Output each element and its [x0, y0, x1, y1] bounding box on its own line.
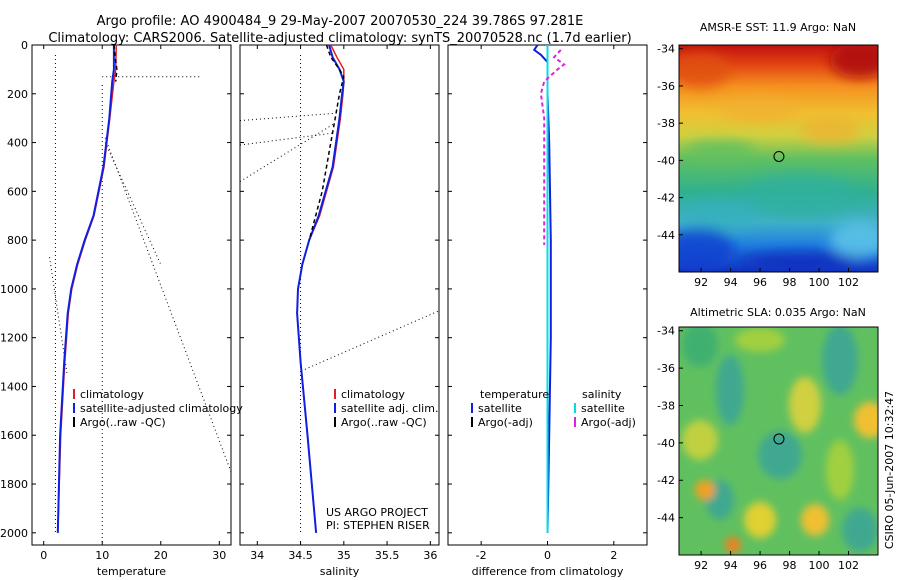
y-tick-label: 400 — [7, 137, 28, 150]
y-tick-label: 1000 — [0, 283, 28, 296]
map-x-tick-label: 96 — [753, 276, 767, 289]
sla-argo-marker — [773, 433, 785, 445]
map-x-tick-label: 94 — [724, 276, 738, 289]
map-y-tick-label: -40 — [657, 154, 675, 167]
map-x-tick-label: 102 — [838, 276, 859, 289]
legend-entry: climatology — [341, 388, 405, 401]
x-tick-label: 0 — [544, 549, 551, 562]
legend-group-label: salinity — [582, 388, 622, 401]
legend-entry: climatology — [80, 388, 144, 401]
map-x-tick-label: 92 — [694, 276, 708, 289]
y-tick-label: 1200 — [0, 332, 28, 345]
legend-entry: Argo(..raw -QC) — [341, 416, 427, 429]
sst-map: AMSR-E SST: 11.9 Argo: NaN 92 94 96 98 100 10… — [657, 21, 879, 289]
ref-line — [104, 142, 162, 265]
x-axis-label: temperature — [97, 565, 166, 578]
sla-map-frame — [678, 326, 879, 556]
y-tick-label: 600 — [7, 185, 28, 198]
legend-entry: Argo(-adj) — [478, 416, 533, 429]
sla-map-title: Altimetric SLA: 0.035 Argo: NaN — [690, 306, 866, 319]
series-line-argo-raw-qc- — [113, 44, 118, 82]
legend-group-label: temperature — [480, 388, 549, 401]
series-line-climatology — [57, 44, 118, 533]
map-y-tick-label: -44 — [657, 229, 675, 242]
sst-map-title: AMSR-E SST: 11.9 Argo: NaN — [700, 21, 856, 34]
x-tick-label: 34 — [250, 549, 264, 562]
ref-line — [304, 310, 440, 370]
map-y-tick-label: -38 — [657, 399, 675, 412]
difference-panel: -2 0 2 difference from climatology temperatu… — [447, 44, 648, 578]
legend-entry: satellite — [478, 402, 522, 415]
x-tick-label: 35 — [337, 549, 351, 562]
map-x-tick-label: 94 — [724, 559, 738, 572]
y-tick-label: 800 — [7, 234, 28, 247]
figure-title-line2: Climatology: CARS2006. Satellite-adjuste… — [48, 31, 631, 46]
y-tick-label: 0 — [21, 39, 28, 52]
ref-line — [239, 112, 336, 122]
x-tick-label: 0 — [40, 549, 47, 562]
sla-map-texture — [682, 327, 878, 553]
salinity-panel: 34 34.5 35 35.5 36 salinity climatologysatelli… — [239, 44, 440, 578]
x-tick-label: 10 — [95, 549, 109, 562]
series-line-climatology — [296, 44, 345, 533]
x-tick-label: 2 — [610, 549, 617, 562]
y-tick-label: 2000 — [0, 527, 28, 540]
map-x-tick-label: 102 — [838, 559, 859, 572]
series-line-argo-raw-qc- — [308, 44, 345, 241]
x-tick-label: 20 — [154, 549, 168, 562]
map-y-tick-label: -34 — [657, 325, 675, 338]
legend-entry: Argo(..raw -QC) — [80, 416, 166, 429]
map-x-tick-label: 100 — [809, 559, 830, 572]
series-line-satellite-adj-clim- — [296, 44, 345, 533]
x-tick-label: 35.5 — [375, 549, 400, 562]
series-line-salinity-argo-adj- — [539, 49, 566, 245]
map-y-tick-label: -42 — [657, 192, 675, 205]
ref-line — [239, 132, 336, 146]
x-tick-label: 34.5 — [288, 549, 313, 562]
map-y-tick-label: -36 — [657, 80, 675, 93]
y-tick-label: 200 — [7, 88, 28, 101]
sst-argo-marker — [773, 150, 785, 162]
x-tick-label: -2 — [476, 549, 487, 562]
x-tick-label: 30 — [212, 549, 226, 562]
x-tick-label: 36 — [423, 549, 437, 562]
legend-entry: satellite-adjusted climatology — [80, 402, 243, 415]
sla-map: Altimetric SLA: 0.035 Argo: NaN 92 94 96 98… — [657, 306, 879, 572]
map-x-tick-label: 92 — [694, 559, 708, 572]
legend-entry: satellite — [581, 402, 625, 415]
map-x-tick-label: 100 — [809, 276, 830, 289]
legend-entry: satellite adj. clim. — [341, 402, 438, 415]
x-axis-label: difference from climatology — [472, 565, 624, 578]
map-y-tick-label: -42 — [657, 474, 675, 487]
sst-map-texture — [679, 45, 878, 272]
pi-label: PI: STEPHEN RISER — [326, 519, 430, 532]
map-x-tick-label: 98 — [783, 559, 797, 572]
x-axis-label: salinity — [320, 565, 360, 578]
map-x-tick-label: 98 — [783, 276, 797, 289]
figure-title-line1: Argo profile: AO 4900484_9 29-May-2007 2… — [97, 14, 584, 29]
y-tick-label: 1400 — [0, 380, 28, 393]
credit-label: CSIRO 05-Jun-2007 10:32:47 — [883, 391, 896, 549]
y-tick-label: 1600 — [0, 429, 28, 442]
y-tick-label: 1800 — [0, 478, 28, 491]
map-y-tick-label: -36 — [657, 362, 675, 375]
plot-frame — [31, 44, 232, 546]
legend-entry: Argo(-adj) — [581, 416, 636, 429]
temperature-panel: 0 10 20 30 0 200 400 600 800 1000 1200 1400 1600 1800… — [0, 39, 243, 578]
map-x-tick-label: 96 — [753, 559, 767, 572]
map-y-tick-label: -34 — [657, 43, 675, 56]
map-y-tick-label: -44 — [657, 512, 675, 525]
map-y-tick-label: -38 — [657, 117, 675, 130]
series-line-satellite-adjusted-climatology — [56, 45, 115, 533]
plot-frame — [239, 44, 440, 546]
map-y-tick-label: -40 — [657, 437, 675, 450]
ref-line — [239, 122, 336, 183]
project-label: US ARGO PROJECT — [326, 506, 428, 519]
sst-map-frame — [678, 44, 879, 273]
